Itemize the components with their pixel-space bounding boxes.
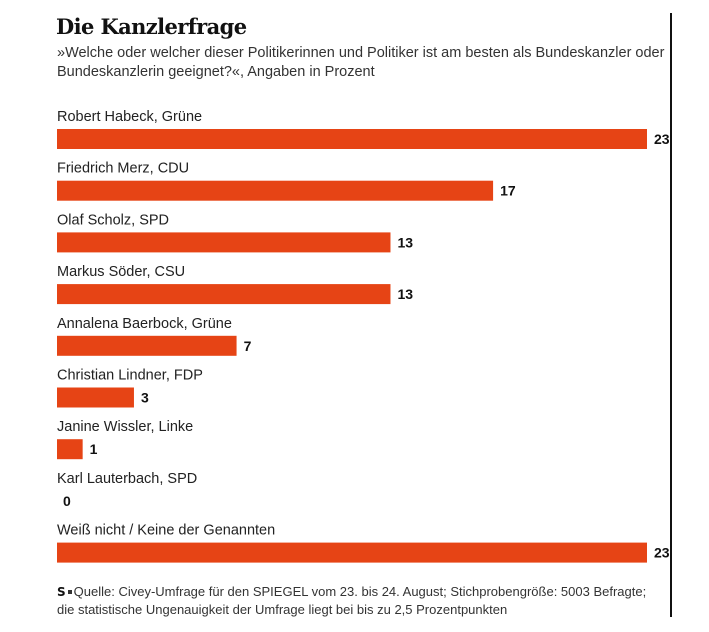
bar-row: Karl Lauterbach, SPD 0	[57, 471, 197, 509]
category-label: Olaf Scholz, SPD	[57, 212, 169, 228]
value-label: 3	[141, 390, 149, 406]
category-label: Janine Wissler, Linke	[57, 419, 193, 435]
value-label: 23	[654, 131, 670, 147]
bar-row: Markus Söder, CSU 13	[57, 264, 413, 305]
category-label: Markus Söder, CSU	[57, 264, 185, 280]
category-label: Weiß nicht / Keine der Genannten	[57, 523, 275, 539]
category-label: Annalena Baerbock, Grüne	[57, 316, 232, 332]
bar-row: Janine Wissler, Linke 1	[57, 419, 193, 460]
category-label: Robert Habeck, Grüne	[57, 109, 202, 125]
value-label: 7	[244, 338, 252, 354]
source-text: Quelle: Civey-Umfrage für den SPIEGEL vo…	[57, 584, 647, 617]
value-label: 13	[397, 286, 413, 302]
bar	[57, 284, 391, 305]
bar-row: Robert Habeck, Grüne 23	[57, 109, 670, 149]
category-label: Karl Lauterbach, SPD	[57, 471, 197, 487]
value-label: 23	[654, 545, 670, 561]
bar	[57, 542, 647, 563]
spiegel-logo-icon: S	[57, 585, 66, 599]
source-note: S Quelle: Civey-Umfrage für den SPIEGEL v…	[57, 583, 667, 618]
category-label: Christian Lindner, FDP	[57, 368, 203, 384]
bar	[57, 439, 83, 460]
bar-row: Olaf Scholz, SPD 13	[57, 212, 413, 253]
value-label: 0	[63, 493, 71, 509]
bullet-separator	[67, 589, 72, 594]
bar	[57, 335, 237, 356]
bar-row: Annalena Baerbock, Grüne 7	[57, 316, 252, 356]
bar	[57, 129, 647, 149]
category-label: Friedrich Merz, CDU	[57, 161, 189, 177]
value-label: 1	[90, 441, 98, 457]
bar-row: Weiß nicht / Keine der Genannten 23	[57, 523, 670, 563]
value-label: 17	[500, 183, 516, 199]
bar	[57, 232, 391, 253]
bar-row: Christian Lindner, FDP 3	[57, 368, 203, 408]
chart-title: Die Kanzlerfrage	[56, 14, 247, 39]
bar	[57, 180, 494, 201]
divider-line	[670, 13, 672, 617]
bar-row: Friedrich Merz, CDU 17	[57, 161, 516, 201]
value-label: 13	[397, 234, 413, 250]
bar	[57, 387, 134, 408]
chart-subtitle: »Welche oder welcher dieser Politikerinn…	[57, 45, 665, 80]
